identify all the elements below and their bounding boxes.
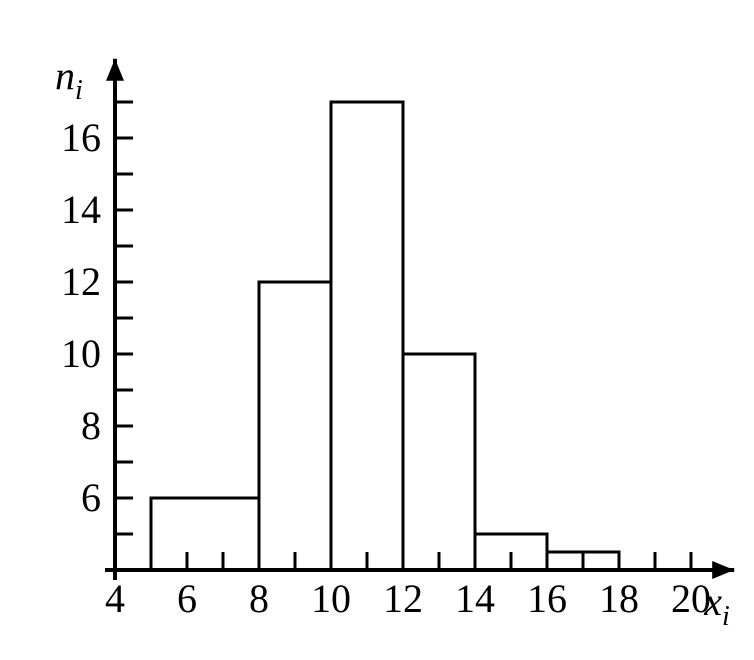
- y-axis-arrow: [106, 59, 124, 81]
- histogram-chart: 4681012141618206810121416nixi: [0, 0, 754, 660]
- y-tick-label: 14: [61, 187, 101, 232]
- histogram-bar: [151, 498, 259, 570]
- y-axis-label: ni: [55, 53, 83, 106]
- x-tick-label: 10: [311, 576, 351, 621]
- x-tick-label: 16: [527, 576, 567, 621]
- chart-svg: 4681012141618206810121416nixi: [0, 0, 754, 660]
- histogram-bar: [403, 354, 475, 570]
- y-tick-label: 10: [61, 331, 101, 376]
- x-tick-label: 14: [455, 576, 495, 621]
- x-axis-arrow: [712, 561, 734, 579]
- x-tick-label: 8: [249, 576, 269, 621]
- y-tick-label: 16: [61, 115, 101, 160]
- x-tick-label: 18: [599, 576, 639, 621]
- y-tick-label: 8: [81, 403, 101, 448]
- x-tick-label: 4: [105, 576, 125, 621]
- x-tick-label: 12: [383, 576, 423, 621]
- y-tick-label: 6: [81, 475, 101, 520]
- histogram-bar: [259, 282, 331, 570]
- x-tick-label: 6: [177, 576, 197, 621]
- histogram-bar: [331, 102, 403, 570]
- x-axis-label: xi: [703, 579, 730, 632]
- y-tick-label: 12: [61, 259, 101, 304]
